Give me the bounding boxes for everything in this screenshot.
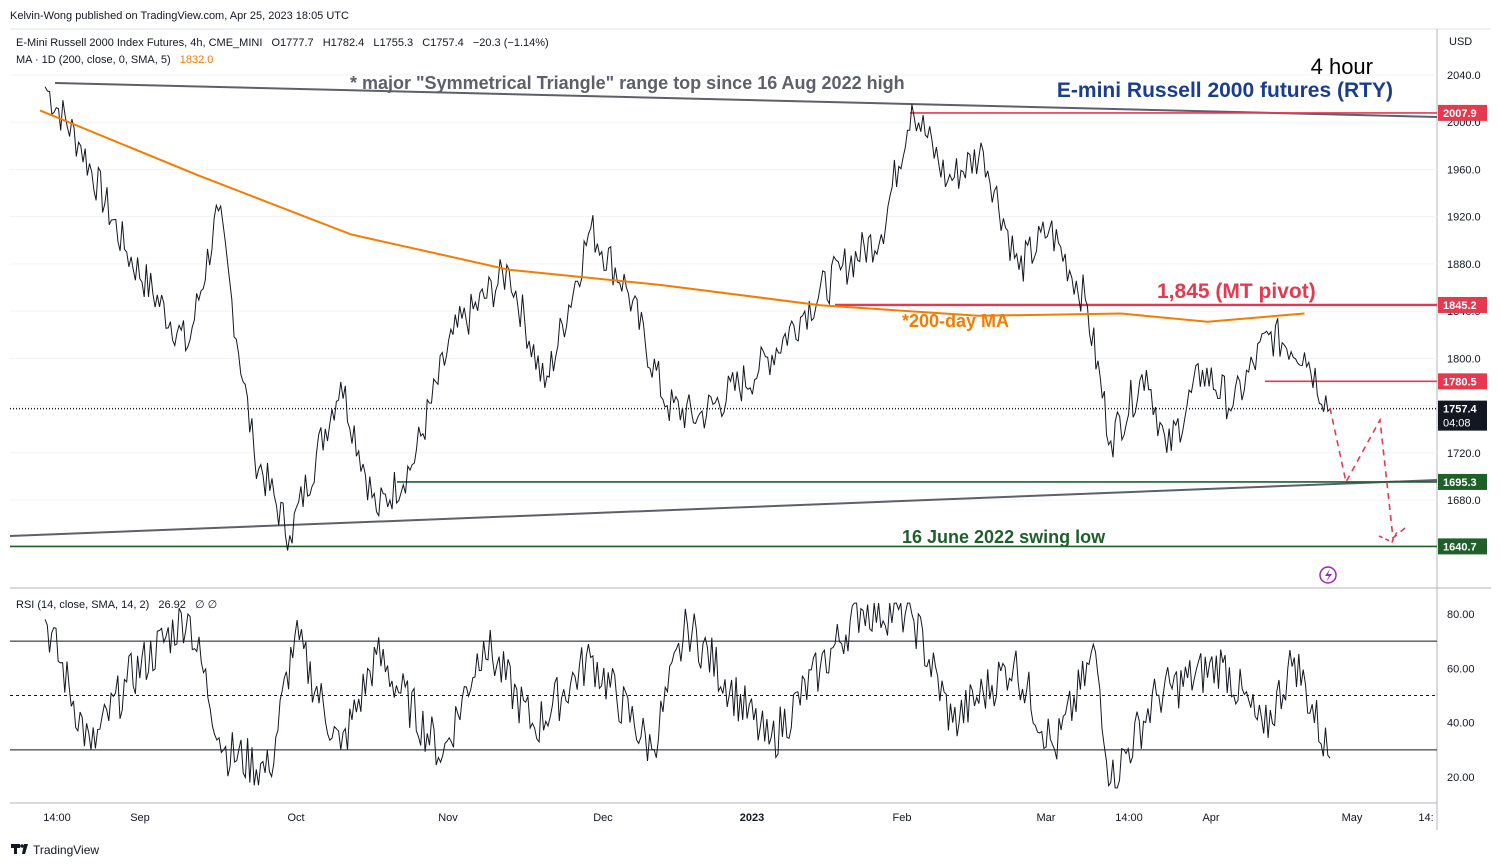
time-tick-label: Feb: [893, 812, 912, 824]
rsi-legend-extra: ∅ ∅: [195, 599, 217, 611]
level-badge-1640.7: [1438, 538, 1487, 555]
level-label-1757.4: 1757.4: [1443, 404, 1478, 416]
rsi-tick-label: 20.00: [1447, 772, 1475, 784]
level-label-1780.5: 1780.5: [1443, 376, 1477, 388]
triangle-upper-trendline[interactable]: [54, 82, 1438, 118]
svg-text:E-Mini Russell 2000 Index Futu: E-Mini Russell 2000 Index Futures, 4h, C…: [16, 37, 549, 49]
level-badge-1845.2: [1438, 296, 1487, 313]
price-tick-label: 1800.0: [1447, 353, 1481, 365]
rsi-legend-value: 26.92: [158, 599, 186, 611]
ohlc-change: −20.3 (−1.14%): [473, 37, 549, 49]
lightning-icon[interactable]: [1319, 566, 1337, 584]
price-series-line: [44, 86, 1331, 551]
swing-low-annotation: 16 June 2022 swing low: [902, 527, 1106, 547]
price-tick-label: 1680.0: [1447, 495, 1481, 507]
price-tick-label: 2040.0: [1447, 70, 1481, 82]
price-level-labels: 2007.9 1845.2 1780.5 1757.4 04:08 1695.3 1640.…: [1438, 104, 1487, 555]
time-tick-label: May: [1342, 812, 1363, 824]
symbol-legend[interactable]: E-Mini Russell 2000 Index Futures, 4h, C…: [16, 37, 549, 49]
price-tick-label: 1880.0: [1447, 259, 1481, 271]
level-countdown: 04:08: [1443, 418, 1471, 430]
projection-arrowhead: [1378, 531, 1398, 544]
level-badge-2007.9: [1438, 104, 1487, 121]
price-tick-label: 1720.0: [1447, 448, 1481, 460]
level-badge-1695.3: [1438, 473, 1487, 490]
time-tick-label: Nov: [438, 812, 458, 824]
ma-legend-label: MA · 1D (200, close, 0, SMA, 5): [16, 54, 171, 66]
time-tick-label: Oct: [287, 812, 304, 824]
ohlc-close: C1757.4: [422, 37, 464, 49]
symbol-description: E-Mini Russell 2000 Index Futures, 4h, C…: [16, 37, 262, 49]
level-label-1640.7: 1640.7: [1443, 541, 1477, 553]
rsi-tick-label: 60.00: [1447, 663, 1475, 675]
timeframe-annotation: 4 hour: [1311, 54, 1373, 79]
time-tick-label: 14:00: [1115, 812, 1143, 824]
currency-label: USD: [1449, 36, 1472, 48]
pivot-annotation: 1,845 (MT pivot): [1157, 280, 1316, 303]
ohlc-low: L1755.3: [373, 37, 413, 49]
tradingview-logo-icon[interactable]: [11, 844, 28, 854]
level-label-1695.3: 1695.3: [1443, 477, 1477, 489]
projection-path: [1329, 407, 1406, 540]
rsi-tick-label: 80.00: [1447, 609, 1475, 621]
ohlc-high: H1782.4: [323, 37, 365, 49]
time-tick-label: Mar: [1037, 812, 1056, 824]
rsi-legend-label: RSI (14, close, SMA, 14, 2): [16, 599, 149, 611]
time-tick-label: Apr: [1202, 812, 1219, 824]
price-gridlines: [10, 74, 1437, 501]
level-badge-1780.5: [1438, 373, 1487, 390]
time-tick-label: 14:: [1418, 812, 1433, 824]
triangle-top-annotation: * major "Symmetrical Triangle" range top…: [350, 73, 905, 93]
rsi-tick-label: 40.00: [1447, 718, 1475, 730]
svg-text:MA · 1D (200, close, 0, SMA, 5: MA · 1D (200, close, 0, SMA, 5) 1832.0: [16, 54, 213, 66]
time-tick-label: Sep: [130, 812, 150, 824]
time-tick-label: 14:00: [43, 812, 71, 824]
ma-series-line: [39, 109, 1305, 323]
level-badge-1757.4: [1438, 400, 1487, 431]
price-tick-label: 1920.0: [1447, 212, 1481, 224]
triangle-lower-trendline[interactable]: [9, 479, 1438, 537]
time-tick-label: Dec: [593, 812, 613, 824]
ma-legend-value: 1832.0: [180, 54, 214, 66]
level-label-2007.9: 2007.9: [1443, 108, 1477, 120]
price-tick-label: 1960.0: [1447, 164, 1481, 176]
rsi-series-line: [44, 602, 1331, 789]
ma-legend[interactable]: MA · 1D (200, close, 0, SMA, 5) 1832.0: [16, 54, 213, 66]
footer-brand: TradingView: [33, 843, 99, 857]
time-tick-label: 2023: [740, 812, 764, 824]
instrument-annotation: E-mini Russell 2000 futures (RTY): [1057, 79, 1393, 102]
rsi-axis[interactable]: 20.00 40.00 60.00 80.00: [1447, 609, 1475, 784]
rsi-legend[interactable]: RSI (14, close, SMA, 14, 2) 26.92 ∅ ∅: [16, 599, 217, 611]
time-axis[interactable]: 14:00 Sep Oct Nov Dec 2023 Feb Mar 14:00 Apr May 14…: [43, 812, 1433, 824]
ohlc-open: O1777.7: [271, 37, 313, 49]
level-label-1845.2: 1845.2: [1443, 300, 1477, 312]
publisher-line: Kelvin-Wong published on TradingView.com…: [10, 10, 349, 22]
